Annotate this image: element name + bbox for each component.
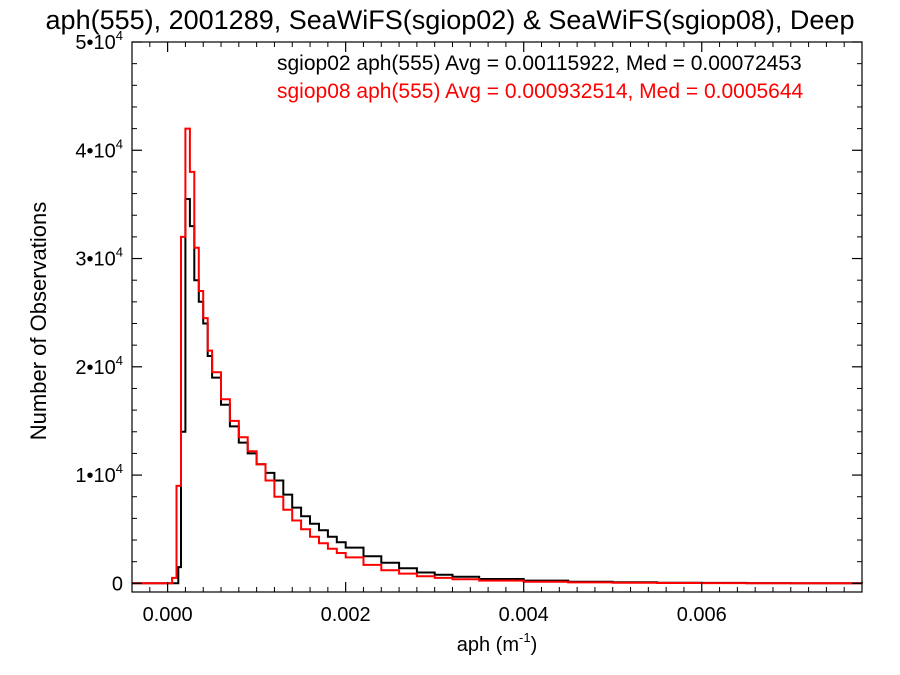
y-tick-label-base-0: 0	[112, 573, 123, 595]
x-tick-label-1: 0.002	[321, 604, 371, 626]
y-tick-label-exp-5: 4	[116, 28, 123, 43]
x-axis-label-text: aph (m	[457, 634, 519, 656]
y-tick-label-0: 0	[112, 573, 123, 595]
y-tick-label-base-1: 1•10	[75, 465, 115, 487]
x-axis: 0.000 0.002 0.004 0.006	[131, 42, 863, 626]
y-tick-label-exp-2: 4	[116, 353, 123, 368]
y-tick-label-exp-4: 4	[116, 136, 123, 151]
y-tick-label-base-5: 5•10	[75, 32, 115, 54]
legend-entry-1: sgiop08 aph(555) Avg = 0.000932514, Med …	[277, 80, 804, 103]
legend-entry-0: sgiop02 aph(555) Avg = 0.00115922, Med =…	[277, 52, 802, 75]
y-tick-label-4: 4•104	[75, 136, 123, 162]
x-axis-label: aph (m-1)	[457, 630, 537, 656]
x-tick-label-3: 0.006	[677, 604, 727, 626]
series-line-0	[132, 198, 863, 585]
plot-frame	[131, 41, 863, 593]
y-tick-label-2: 2•104	[75, 353, 123, 379]
series-layer	[132, 127, 863, 585]
legend: sgiop02 aph(555) Avg = 0.00115922, Med =…	[277, 52, 804, 103]
y-tick-label-3: 3•104	[75, 245, 123, 271]
y-axis-label: Number of Observations	[26, 202, 51, 440]
y-tick-label-exp-3: 4	[116, 245, 123, 260]
x-tick-label-2: 0.004	[499, 604, 549, 626]
chart-title-group: aph(555), 2001289, SeaWiFS(sgiop02) & Se…	[46, 5, 855, 35]
series-line-1	[132, 127, 862, 585]
x-tick-label-0: 0.000	[143, 604, 193, 626]
y-tick-label-5: 5•104	[75, 28, 123, 54]
x-axis-label-close: )	[531, 634, 538, 656]
x-axis-label-superscript: -1	[519, 630, 531, 645]
y-tick-label-base-2: 2•10	[75, 357, 115, 379]
y-tick-label-base-3: 3•10	[75, 249, 115, 271]
chart-title: aph(555), 2001289, SeaWiFS(sgiop02) & Se…	[46, 5, 855, 35]
y-tick-label-exp-1: 4	[116, 461, 123, 476]
y-tick-label-base-4: 4•10	[75, 140, 115, 162]
y-tick-label-1: 1•104	[75, 461, 123, 487]
